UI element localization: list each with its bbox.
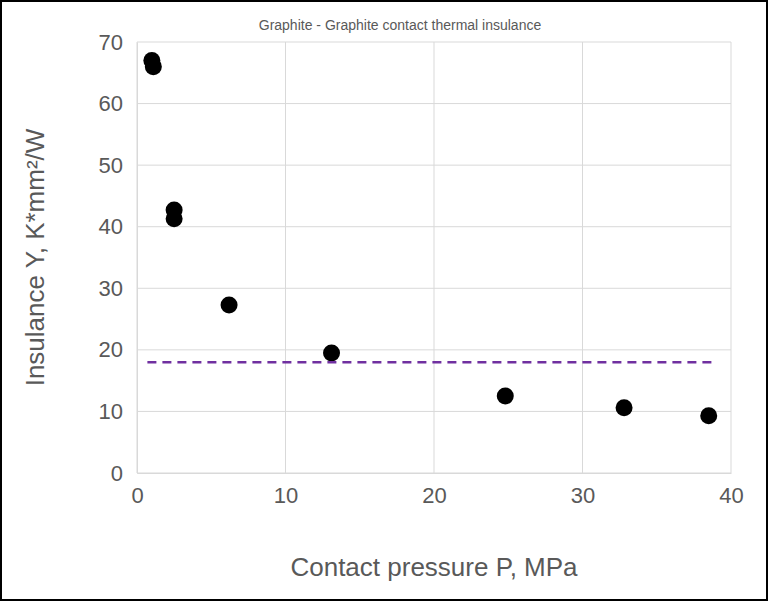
data-point [145,58,162,75]
x-tick: 20 [422,473,446,508]
y-tick: 40 [99,214,137,239]
y-tick-label: 50 [99,153,123,178]
x-tick-label: 20 [422,483,446,508]
data-point [166,210,183,227]
y-tick: 0 [111,461,137,486]
y-tick: 50 [99,153,137,178]
data-point [616,399,633,416]
x-grid-line [137,42,138,473]
x-tick: 0 [131,473,143,508]
x-tick: 30 [571,473,595,508]
y-tick-label: 60 [99,91,123,116]
plot: 0 10 20 30 40 0 10 20 30 40 50 60 70 [99,30,744,508]
y-tick-label: 30 [99,276,123,301]
y-axis: 0 10 20 30 40 50 60 70 [99,30,138,486]
y-tick: 30 [99,276,137,301]
x-grid-line [582,42,583,473]
x-axis: 0 10 20 30 40 [131,473,743,508]
y-tick-label: 10 [99,399,123,424]
y-tick-label: 70 [99,30,123,55]
y-tick-label: 40 [99,214,123,239]
y-tick: 10 [99,399,137,424]
x-tick-label: 40 [719,483,743,508]
y-tick: 20 [99,337,137,362]
y-axis-line [137,43,138,474]
y-tick: 60 [99,91,137,116]
x-tick-label: 30 [571,483,595,508]
chart-frame [1,1,767,600]
marks [143,52,717,424]
chart: 0 10 20 30 40 0 10 20 30 40 50 60 70 Graphite - Graph… [0,0,768,601]
data-point [221,296,238,313]
y-tick-label: 20 [99,337,123,362]
x-tick: 40 [719,473,743,508]
x-grid-line [731,42,732,473]
reference-line [147,361,716,364]
data-point [497,388,514,405]
x-grid-line [434,42,435,473]
data-point [700,407,717,424]
chart-title: Graphite - Graphite contact thermal insu… [259,17,542,33]
x-axis-title: Contact pressure P, MPa [290,552,578,582]
y-axis-title: Insulance Y, K*mm²/W [20,128,50,386]
x-axis-line [138,473,732,474]
y-tick-label: 0 [111,461,123,486]
y-tick: 70 [99,30,137,55]
x-tick-label: 10 [274,483,298,508]
x-tick: 10 [274,473,298,508]
data-point [323,344,340,361]
grid [137,42,731,473]
x-grid-line [285,42,286,473]
x-tick-label: 0 [131,483,143,508]
